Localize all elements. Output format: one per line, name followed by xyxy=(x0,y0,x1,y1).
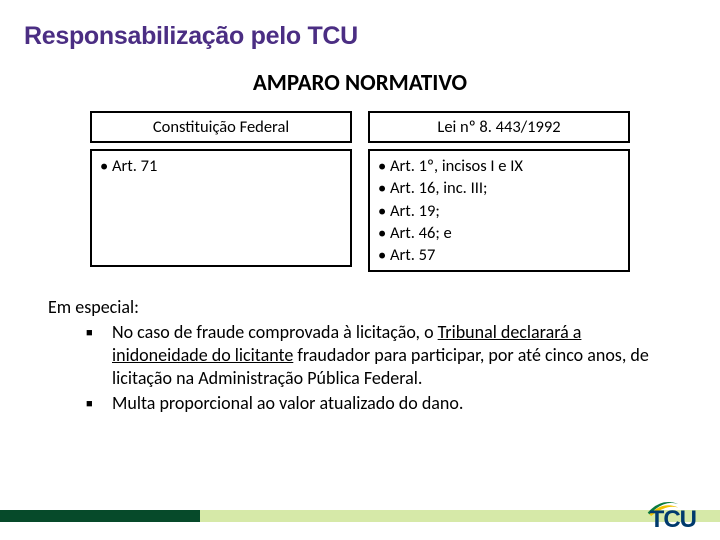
col-item: • Art. 16, inc. III; xyxy=(378,177,620,199)
col-item: • Art. 71 xyxy=(100,155,342,177)
logo-text: TCU xyxy=(650,506,696,534)
footer-bar-dark xyxy=(0,510,200,522)
col-item: • Art. 19; xyxy=(378,200,620,222)
slide-title: Responsabilização pelo TCU xyxy=(24,22,696,51)
col-header: Lei nº 8. 443/1992 xyxy=(368,111,630,143)
col-item: • Art. 1º, incisos I e IX xyxy=(378,155,620,177)
bullet-text-pre: Multa proporcional ao valor atualizado d… xyxy=(112,392,463,414)
bullet-item: Multa proporcional ao valor atualizado d… xyxy=(86,392,676,415)
column-left: Constituição Federal • Art. 71 xyxy=(90,111,352,272)
slide: Responsabilização pelo TCU AMPARO NORMAT… xyxy=(0,0,720,540)
col-body: • Art. 71 xyxy=(90,149,352,267)
paragraph-bullets: No caso de fraude comprovada à licitação… xyxy=(48,321,676,415)
paragraph-block: Em especial: No caso de fraude comprovad… xyxy=(24,296,696,415)
column-right: Lei nº 8. 443/1992 • Art. 1º, incisos I … xyxy=(368,111,630,272)
paragraph-lead: Em especial: xyxy=(48,296,139,318)
column-container: Constituição Federal • Art. 71 Lei nº 8.… xyxy=(24,111,696,272)
footer-bar xyxy=(0,510,720,522)
col-item: • Art. 46; e xyxy=(378,222,620,244)
bullet-text-pre: No caso de fraude comprovada à licitação… xyxy=(112,321,438,343)
bullet-item: No caso de fraude comprovada à licitação… xyxy=(86,321,676,390)
col-header: Constituição Federal xyxy=(90,111,352,143)
col-body: • Art. 1º, incisos I e IX • Art. 16, inc… xyxy=(368,149,630,272)
slide-subtitle: AMPARO NORMATIVO xyxy=(24,69,696,97)
col-item: • Art. 57 xyxy=(378,244,620,266)
tcu-logo: TCU xyxy=(630,494,696,534)
